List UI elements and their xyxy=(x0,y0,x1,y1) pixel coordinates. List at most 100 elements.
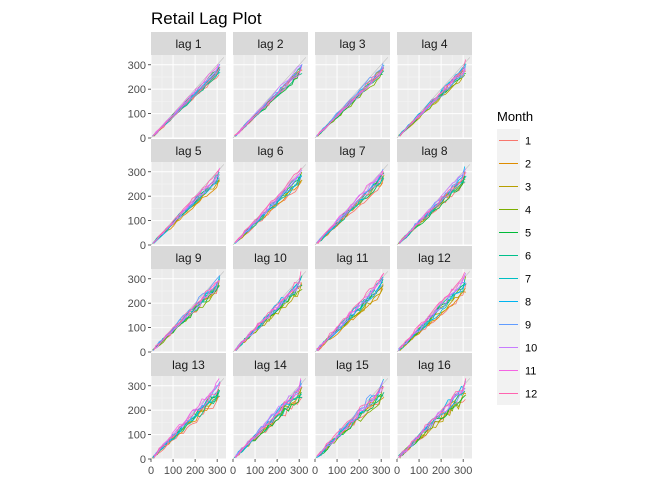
series-lines xyxy=(152,378,221,459)
x-tick-label: 200 xyxy=(432,465,450,477)
legend-item: 8 xyxy=(497,290,531,313)
gridlines xyxy=(314,55,390,139)
y-tick-label: 200 xyxy=(128,191,146,203)
series-line-month-11 xyxy=(399,382,466,458)
panel: lag 3 xyxy=(314,32,390,139)
y-tick-label: 200 xyxy=(128,298,146,310)
panel: lag 7 xyxy=(314,139,390,246)
series-line-month-3 xyxy=(234,283,303,351)
panel: lag 13 0 100 200 300 0 100 200 300 xyxy=(128,353,226,477)
legend-label: 7 xyxy=(525,274,531,286)
x-tick-label: 300 xyxy=(290,465,308,477)
legend-label: 8 xyxy=(525,297,531,309)
panel-strip-label: lag 6 xyxy=(257,144,283,158)
series-line-month-8 xyxy=(153,175,219,244)
gridlines xyxy=(314,162,390,246)
panel-strip-label: lag 12 xyxy=(418,251,451,265)
panel-strip xyxy=(151,139,226,162)
panel-strip xyxy=(315,246,390,269)
panel-strip xyxy=(233,246,308,269)
series-line-month-12 xyxy=(234,69,302,137)
x-tick-label: 100 xyxy=(164,465,182,477)
series-line-month-4 xyxy=(153,282,220,350)
series-lines xyxy=(234,271,303,352)
series-lines xyxy=(234,378,303,459)
panel: lag 10 xyxy=(232,246,308,353)
series-line-month-10 xyxy=(235,64,303,136)
legend-label: 4 xyxy=(525,205,531,217)
panel-strip-label: lag 7 xyxy=(339,144,365,158)
series-line-month-11 xyxy=(316,274,383,351)
gridlines xyxy=(150,162,226,246)
panel-strip xyxy=(151,32,226,55)
panel-strip-label: lag 16 xyxy=(418,358,451,372)
series-line-month-12 xyxy=(234,271,302,351)
series-lines xyxy=(316,272,385,352)
panel-strip-label: lag 8 xyxy=(421,144,447,158)
series-line-month-9 xyxy=(234,65,303,137)
legend-item: 6 xyxy=(497,244,531,267)
panel: lag 14 0 100 200 300 xyxy=(230,353,308,477)
series-line-month-9 xyxy=(398,281,466,350)
series-line-month-11 xyxy=(399,275,466,349)
series-line-month-11 xyxy=(153,378,220,458)
panel-strip-label: lag 5 xyxy=(175,144,201,158)
panel: lag 11 xyxy=(314,246,390,353)
panel-strip-label: lag 10 xyxy=(254,251,287,265)
series-line-month-12 xyxy=(234,167,302,243)
chart-title: Retail Lag Plot xyxy=(151,9,262,28)
y-tick-label: 0 xyxy=(140,347,146,359)
series-line-month-1 xyxy=(153,74,220,137)
series-lines xyxy=(152,63,221,137)
gridlines xyxy=(232,269,308,353)
panel-strip-label: lag 3 xyxy=(339,37,365,51)
y-tick-label: 0 xyxy=(140,240,146,252)
legend-label: 1 xyxy=(525,136,531,148)
series-line-month-9 xyxy=(235,383,303,456)
series-line-month-12 xyxy=(153,169,220,244)
x-tick-label: 200 xyxy=(350,465,368,477)
legend-item: 5 xyxy=(497,221,531,244)
y-tick-label: 0 xyxy=(140,133,146,145)
panel: lag 15 0 100 200 300 xyxy=(312,353,390,477)
legend-title: Month xyxy=(497,109,533,124)
y-tick-label: 0 xyxy=(140,454,146,466)
y-tick-label: 300 xyxy=(128,60,146,72)
gridlines xyxy=(232,162,308,246)
series-lines xyxy=(234,167,303,244)
x-tick-label: 100 xyxy=(410,465,428,477)
y-tick-label: 100 xyxy=(128,109,146,121)
panel-strip-label: lag 13 xyxy=(172,358,205,372)
gridlines xyxy=(396,162,472,246)
x-tick-label: 0 xyxy=(394,465,400,477)
series-lines xyxy=(398,166,467,244)
series-line-month-12 xyxy=(316,272,385,350)
x-tick-label: 0 xyxy=(312,465,318,477)
y-tick-label: 100 xyxy=(128,216,146,228)
series-line-month-12 xyxy=(235,386,302,458)
x-tick-label: 100 xyxy=(328,465,346,477)
legend-item: 12 xyxy=(497,382,537,405)
legend-label: 9 xyxy=(525,320,531,332)
panel-strip xyxy=(315,32,390,55)
panel-strip-label: lag 11 xyxy=(337,251,369,265)
y-tick-label: 300 xyxy=(128,381,146,393)
legend-label: 11 xyxy=(525,366,536,378)
panel-strip xyxy=(315,353,390,376)
series-line-month-12 xyxy=(316,171,384,244)
series-line-month-11 xyxy=(153,279,220,350)
x-tick-label: 0 xyxy=(230,465,236,477)
panel: lag 9 0 100 200 300 xyxy=(128,246,226,359)
series-lines xyxy=(398,59,467,137)
x-tick-label: 300 xyxy=(208,465,226,477)
series-line-month-12 xyxy=(399,271,465,349)
panel: lag 5 0 100 200 300 xyxy=(128,139,226,252)
series-line-month-11 xyxy=(153,63,219,136)
legend-label: 6 xyxy=(525,251,531,263)
series-line-month-5 xyxy=(316,393,384,457)
panel-strip xyxy=(397,32,472,55)
panel-strip-label: lag 14 xyxy=(254,358,287,372)
